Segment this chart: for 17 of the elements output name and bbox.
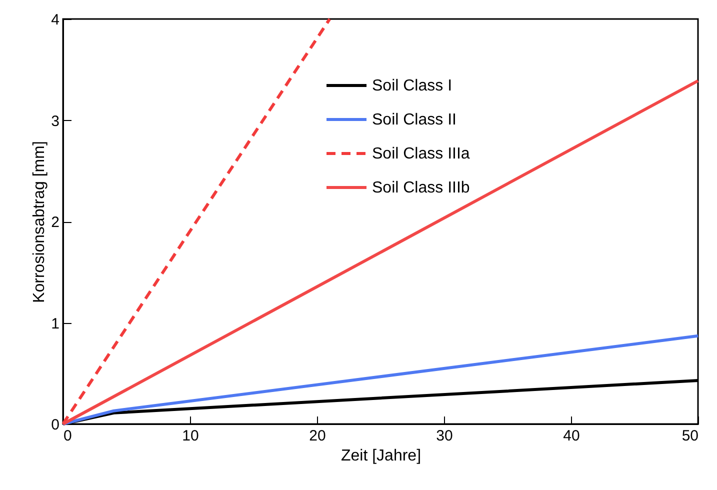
- legend-label: Soil Class IIIa: [372, 146, 470, 162]
- y-axis-title: Korrosionsabtrag [mm]: [31, 141, 48, 303]
- y-tick-label: 3: [51, 112, 60, 130]
- x-tick-label: 40: [563, 428, 580, 444]
- y-tick-label: 0: [51, 416, 60, 434]
- y-tick-label: 4: [51, 12, 60, 28]
- y-tick-label: 1: [51, 315, 60, 332]
- x-axis-title: Zeit [Jahre]: [340, 448, 422, 464]
- x-tick-label: 10: [182, 428, 199, 444]
- legend-label: Soil Class II: [372, 112, 456, 128]
- y-tick-label: 2: [51, 214, 60, 231]
- x-tick-label: 0: [64, 428, 72, 444]
- x-tick-label: 50: [682, 428, 698, 444]
- x-tick-label: 30: [436, 428, 453, 444]
- legend-label: Soil Class IIIb: [372, 180, 470, 196]
- x-tick-label: 20: [309, 428, 326, 444]
- legend-label: Soil Class I: [372, 78, 452, 94]
